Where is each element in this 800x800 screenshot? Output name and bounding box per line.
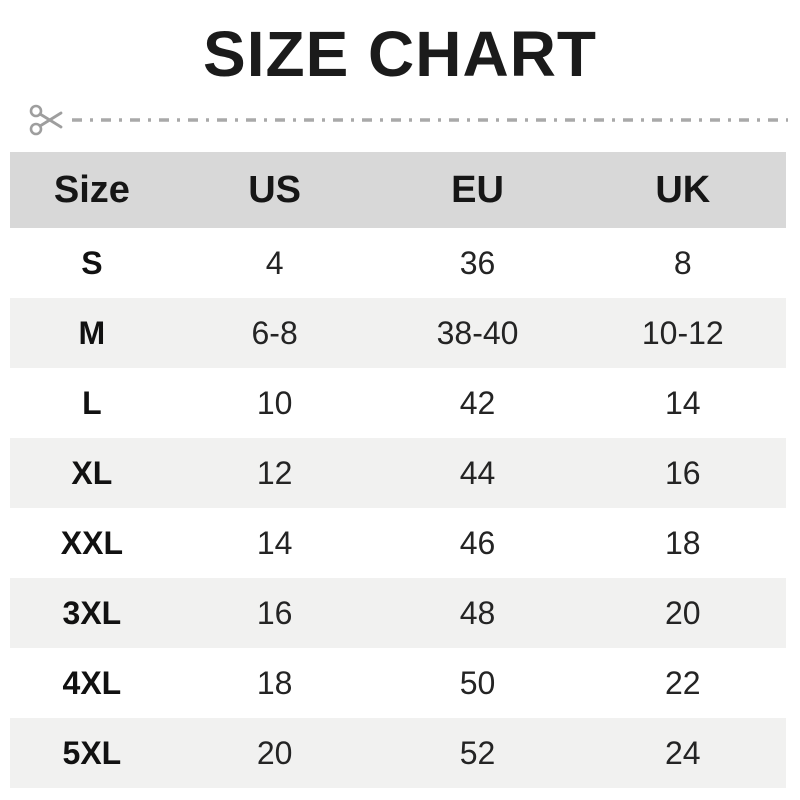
page-title: SIZE CHART: [203, 18, 597, 90]
column-header-uk: UK: [579, 152, 786, 228]
cell-eu: 44: [459, 454, 496, 491]
cell-uk: 18: [664, 524, 701, 561]
table-row: 5XL 20 52 24: [10, 718, 786, 788]
size-chart-table: Size US EU UK S 4 36 8 M 6-8 38-40 10-12…: [10, 152, 786, 788]
cell-us: 12: [256, 454, 293, 491]
cell-size: S: [81, 244, 103, 281]
cell-size: L: [82, 384, 102, 421]
column-header-us: US: [173, 152, 376, 228]
cell-uk: 20: [664, 594, 701, 631]
cell-size: XXL: [60, 524, 123, 561]
table-row: 4XL 18 50 22: [10, 648, 786, 718]
cell-uk: 14: [664, 384, 701, 421]
cell-eu: 38-40: [436, 314, 519, 351]
column-header-eu: EU: [375, 152, 580, 228]
cut-here-line: [28, 100, 788, 140]
column-header-size: Size: [10, 152, 174, 228]
cell-uk: 10-12: [641, 314, 724, 351]
cell-us: 16: [256, 594, 293, 631]
cell-uk: 24: [664, 734, 701, 771]
cell-eu: 46: [459, 524, 496, 561]
dash-dot-cut-line: [72, 118, 788, 122]
cell-eu: 42: [459, 384, 496, 421]
cell-uk: 8: [673, 244, 692, 281]
table-row: L 10 42 14: [10, 368, 786, 438]
table-row: M 6-8 38-40 10-12: [10, 298, 786, 368]
scissors-icon: [29, 104, 63, 136]
table-row: XL 12 44 16: [10, 438, 786, 508]
table-row: 3XL 16 48 20: [10, 578, 786, 648]
cell-size: 4XL: [62, 664, 122, 701]
cell-us: 20: [256, 734, 293, 771]
table-row: XXL 14 46 18: [10, 508, 786, 578]
cell-size: 3XL: [62, 594, 122, 631]
table-header-row: Size US EU UK: [10, 152, 786, 228]
cell-eu: 48: [459, 594, 496, 631]
cell-size: XL: [71, 454, 113, 491]
cell-us: 18: [256, 664, 293, 701]
cell-us: 4: [265, 244, 284, 281]
cell-eu: 36: [459, 244, 496, 281]
cell-uk: 16: [664, 454, 701, 491]
cell-uk: 22: [664, 664, 701, 701]
cell-size: 5XL: [62, 734, 122, 771]
cell-size: M: [78, 314, 106, 351]
cell-eu: 52: [459, 734, 496, 771]
cell-us: 6-8: [251, 314, 298, 351]
cell-eu: 50: [459, 664, 496, 701]
cell-us: 14: [256, 524, 293, 561]
cell-us: 10: [256, 384, 293, 421]
table-row: S 4 36 8: [10, 228, 786, 298]
